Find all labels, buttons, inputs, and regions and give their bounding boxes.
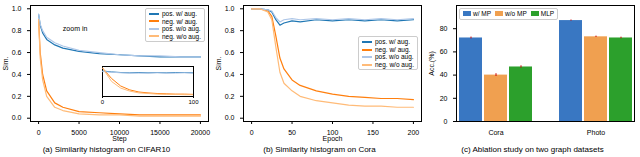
html-text:pos. w/o aug.: pos. w/o aug. (162, 25, 201, 32)
html-text:neg. w/o aug.: neg. w/o aug. (162, 32, 201, 40)
svg-text:100: 100 (326, 129, 339, 137)
svg-text:0.2: 0.2 (12, 93, 22, 100)
html-text:neg. w/ aug.: neg. w/ aug. (162, 17, 198, 25)
svg-text:20000: 20000 (191, 129, 211, 136)
svg-text:Acc.(%): Acc.(%) (428, 51, 436, 76)
svg-text:0: 0 (250, 129, 254, 136)
svg-text:100: 100 (188, 99, 199, 105)
svg-text:40: 40 (440, 71, 448, 78)
svg-text:20: 20 (440, 95, 448, 102)
svg-text:150: 150 (367, 129, 379, 136)
svg-text:200: 200 (408, 129, 420, 136)
svg-text:Photo: Photo (587, 129, 605, 136)
svg-text:80: 80 (440, 25, 448, 32)
html-text:w/ MP: w/ MP (473, 10, 492, 17)
html-text:(c) Ablation study on two grap: (c) Ablation study on two graph datasets (461, 145, 604, 154)
svg-text:0: 0 (37, 129, 41, 136)
svg-text:0.0: 0.0 (12, 114, 22, 121)
svg-text:0.0: 0.0 (225, 114, 235, 121)
svg-text:0.4: 0.4 (225, 71, 235, 78)
svg-text:0.8: 0.8 (12, 27, 22, 34)
svg-text:50: 50 (288, 129, 296, 136)
svg-text:60: 60 (440, 48, 448, 55)
html-text:pos. w/ aug.: pos. w/ aug. (375, 38, 410, 46)
svg-text:0.6: 0.6 (225, 49, 235, 56)
svg-text:Cora: Cora (488, 129, 503, 136)
svg-text:0: 0 (444, 118, 448, 125)
svg-text:Sim.: Sim. (2, 56, 9, 70)
svg-text:zoom in: zoom in (63, 25, 88, 32)
svg-text:0.8: 0.8 (225, 27, 235, 34)
svg-text:1.0: 1.0 (12, 5, 22, 12)
svg-text:1.0: 1.0 (225, 5, 235, 12)
svg-text:5000: 5000 (71, 129, 87, 136)
svg-text:0.4: 0.4 (12, 71, 22, 78)
svg-text:0.6: 0.6 (12, 49, 22, 56)
svg-text:0.2: 0.2 (225, 93, 235, 100)
html-text:(b) Similarity histogram on Co: (b) Similarity histogram on Cora (263, 145, 376, 154)
svg-text:10000: 10000 (109, 129, 130, 137)
html-text:pos. w/o aug.: pos. w/o aug. (375, 53, 414, 61)
html-text:MLP: MLP (540, 10, 555, 17)
svg-text:Step: Step (112, 135, 127, 143)
html-text:neg. w/ aug.: neg. w/ aug. (375, 45, 411, 53)
svg-text:0: 0 (101, 99, 105, 105)
html-text:neg. w/o aug.: neg. w/o aug. (375, 60, 414, 68)
svg-text:Sim.: Sim. (215, 56, 222, 70)
html-text:pos. w/ aug.: pos. w/ aug. (162, 10, 197, 17)
html-text:(a) Similarity histogram on CI: (a) Similarity histogram on CIFAR10 (42, 145, 171, 154)
svg-text:15000: 15000 (150, 129, 170, 136)
html-text:w/o MP: w/o MP (505, 10, 527, 17)
svg-text:Epoch: Epoch (323, 135, 343, 143)
